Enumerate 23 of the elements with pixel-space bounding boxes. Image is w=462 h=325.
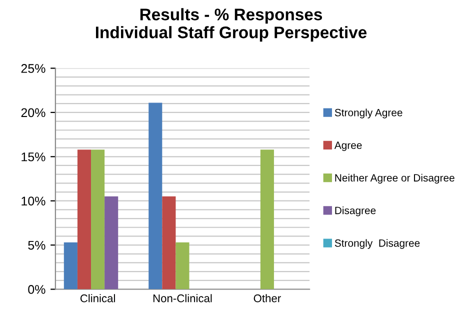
x-tick-label: Clinical: [80, 294, 115, 302]
bar: [176, 242, 190, 290]
x-tick-label: Other: [254, 294, 281, 302]
bar: [64, 242, 78, 290]
y-tick-label: 20%: [21, 108, 46, 118]
y-tick-label: 5%: [28, 240, 46, 250]
x-tick-label: Non-Clinical: [153, 294, 212, 302]
y-tick-label: 15%: [22, 152, 46, 162]
chart-title: Results - % Responses Individual Staff Group Perspective: [96, 8, 367, 42]
bar: [77, 150, 92, 290]
legend-label: Strongly Disagree: [334, 239, 420, 249]
bar: [162, 196, 176, 290]
y-tick-label: 0%: [28, 285, 46, 294]
legend-label: Neither Agree or Disagree: [335, 174, 454, 184]
bar: [104, 196, 118, 290]
legend-label: Agree: [334, 142, 362, 151]
bar: [260, 150, 274, 290]
legend-label: Disagree: [335, 206, 376, 216]
bar: [91, 150, 105, 290]
y-tick-label: 25%: [21, 64, 46, 73]
legend-label: Strongly Agree: [334, 108, 402, 118]
y-tick-label: 10%: [22, 196, 46, 206]
bar: [148, 102, 162, 290]
